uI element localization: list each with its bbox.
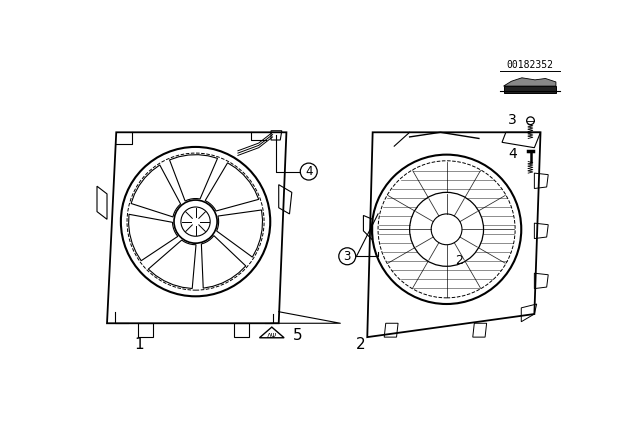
Text: 00182352: 00182352 bbox=[506, 60, 553, 70]
Text: ΔΨ: ΔΨ bbox=[267, 332, 277, 339]
Text: 2: 2 bbox=[356, 337, 366, 352]
Text: 1: 1 bbox=[134, 337, 144, 352]
Text: 3: 3 bbox=[344, 250, 351, 263]
Text: 5: 5 bbox=[292, 328, 302, 343]
Polygon shape bbox=[504, 78, 556, 86]
Text: 4: 4 bbox=[305, 165, 312, 178]
Text: 2: 2 bbox=[455, 254, 463, 267]
Text: 4: 4 bbox=[508, 147, 517, 161]
Polygon shape bbox=[504, 86, 556, 93]
Text: 3: 3 bbox=[508, 113, 517, 127]
